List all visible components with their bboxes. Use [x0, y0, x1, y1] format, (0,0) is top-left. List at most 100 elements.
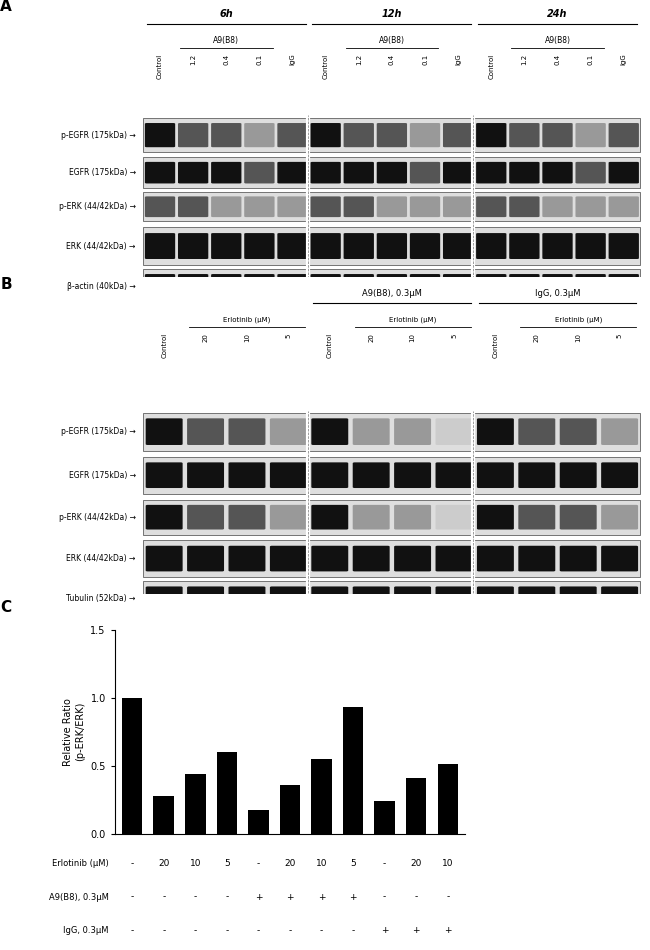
Text: β-actin (40kDa) →: β-actin (40kDa) → — [67, 281, 136, 291]
FancyBboxPatch shape — [575, 197, 606, 218]
FancyBboxPatch shape — [476, 162, 506, 183]
FancyBboxPatch shape — [244, 162, 274, 183]
FancyBboxPatch shape — [311, 233, 341, 259]
Text: 10: 10 — [190, 859, 201, 868]
FancyBboxPatch shape — [146, 463, 183, 488]
FancyBboxPatch shape — [394, 545, 431, 571]
Text: -: - — [320, 926, 323, 935]
Text: -: - — [446, 893, 449, 902]
FancyBboxPatch shape — [377, 197, 407, 218]
FancyBboxPatch shape — [443, 162, 473, 183]
FancyBboxPatch shape — [244, 123, 274, 147]
Text: 20: 20 — [158, 859, 170, 868]
FancyBboxPatch shape — [146, 586, 183, 610]
FancyBboxPatch shape — [443, 197, 473, 218]
Text: 24h: 24h — [547, 9, 567, 19]
FancyBboxPatch shape — [211, 162, 241, 183]
FancyBboxPatch shape — [353, 463, 389, 488]
FancyBboxPatch shape — [353, 586, 389, 610]
FancyBboxPatch shape — [353, 545, 389, 571]
FancyBboxPatch shape — [145, 162, 176, 183]
FancyBboxPatch shape — [410, 274, 440, 298]
Text: Control: Control — [322, 53, 329, 79]
FancyBboxPatch shape — [477, 418, 514, 445]
Text: A9(B8): A9(B8) — [379, 36, 405, 45]
FancyBboxPatch shape — [145, 233, 176, 259]
Text: ERK (44/42kDa) →: ERK (44/42kDa) → — [66, 554, 136, 563]
FancyBboxPatch shape — [211, 233, 241, 259]
FancyBboxPatch shape — [476, 274, 506, 298]
FancyBboxPatch shape — [608, 233, 639, 259]
FancyBboxPatch shape — [518, 418, 555, 445]
FancyBboxPatch shape — [436, 418, 473, 445]
Text: B: B — [0, 276, 12, 292]
FancyBboxPatch shape — [244, 197, 274, 218]
FancyBboxPatch shape — [542, 162, 573, 183]
FancyBboxPatch shape — [436, 586, 473, 610]
Text: -: - — [415, 893, 418, 902]
Text: -: - — [352, 926, 355, 935]
Text: 0.4: 0.4 — [389, 53, 395, 65]
FancyBboxPatch shape — [509, 162, 540, 183]
FancyBboxPatch shape — [229, 545, 265, 571]
FancyBboxPatch shape — [311, 504, 348, 529]
Text: 5: 5 — [350, 859, 356, 868]
FancyBboxPatch shape — [278, 197, 307, 218]
Text: p-EGFR (175kDa) →: p-EGFR (175kDa) → — [61, 428, 136, 436]
FancyBboxPatch shape — [410, 233, 440, 259]
Text: Control: Control — [157, 53, 163, 79]
FancyBboxPatch shape — [211, 123, 241, 147]
Text: EGFR (175kDa) →: EGFR (175kDa) → — [69, 470, 136, 480]
Text: +: + — [381, 926, 389, 935]
Text: +: + — [286, 893, 294, 902]
FancyBboxPatch shape — [509, 123, 540, 147]
FancyBboxPatch shape — [145, 123, 176, 147]
Text: -: - — [383, 893, 386, 902]
FancyBboxPatch shape — [278, 123, 307, 147]
FancyBboxPatch shape — [542, 233, 573, 259]
FancyBboxPatch shape — [476, 197, 506, 218]
FancyBboxPatch shape — [575, 162, 606, 183]
FancyBboxPatch shape — [394, 504, 431, 529]
FancyBboxPatch shape — [145, 197, 176, 218]
FancyBboxPatch shape — [311, 463, 348, 488]
FancyBboxPatch shape — [278, 274, 307, 298]
Text: 10: 10 — [410, 333, 415, 342]
FancyBboxPatch shape — [270, 586, 307, 610]
FancyBboxPatch shape — [436, 545, 473, 571]
FancyBboxPatch shape — [211, 197, 241, 218]
FancyBboxPatch shape — [601, 418, 638, 445]
Text: +: + — [444, 926, 452, 935]
FancyBboxPatch shape — [436, 504, 473, 529]
FancyBboxPatch shape — [311, 197, 341, 218]
FancyBboxPatch shape — [377, 233, 407, 259]
Text: Control: Control — [161, 333, 167, 358]
FancyBboxPatch shape — [146, 504, 183, 529]
FancyBboxPatch shape — [518, 545, 555, 571]
FancyBboxPatch shape — [146, 418, 183, 445]
FancyBboxPatch shape — [601, 463, 638, 488]
FancyBboxPatch shape — [477, 586, 514, 610]
FancyBboxPatch shape — [211, 274, 241, 298]
Text: 0.4: 0.4 — [223, 53, 229, 65]
FancyBboxPatch shape — [344, 233, 374, 259]
FancyBboxPatch shape — [178, 197, 208, 218]
Text: Erlotinib (μM): Erlotinib (μM) — [389, 316, 436, 323]
Text: Erlotinib (μM): Erlotinib (μM) — [51, 859, 109, 868]
Text: A9(B8), 0.3μM: A9(B8), 0.3μM — [49, 893, 109, 902]
FancyBboxPatch shape — [311, 545, 348, 571]
FancyBboxPatch shape — [311, 418, 348, 445]
FancyBboxPatch shape — [608, 162, 639, 183]
Text: -: - — [131, 893, 134, 902]
Text: 5: 5 — [285, 333, 291, 337]
FancyBboxPatch shape — [311, 162, 341, 183]
FancyBboxPatch shape — [344, 197, 374, 218]
FancyBboxPatch shape — [353, 504, 389, 529]
Text: -: - — [225, 893, 228, 902]
FancyBboxPatch shape — [560, 418, 597, 445]
FancyBboxPatch shape — [509, 274, 540, 298]
Text: 10: 10 — [442, 859, 454, 868]
Text: 0.1: 0.1 — [256, 53, 263, 65]
FancyBboxPatch shape — [311, 274, 341, 298]
Text: +: + — [413, 926, 420, 935]
